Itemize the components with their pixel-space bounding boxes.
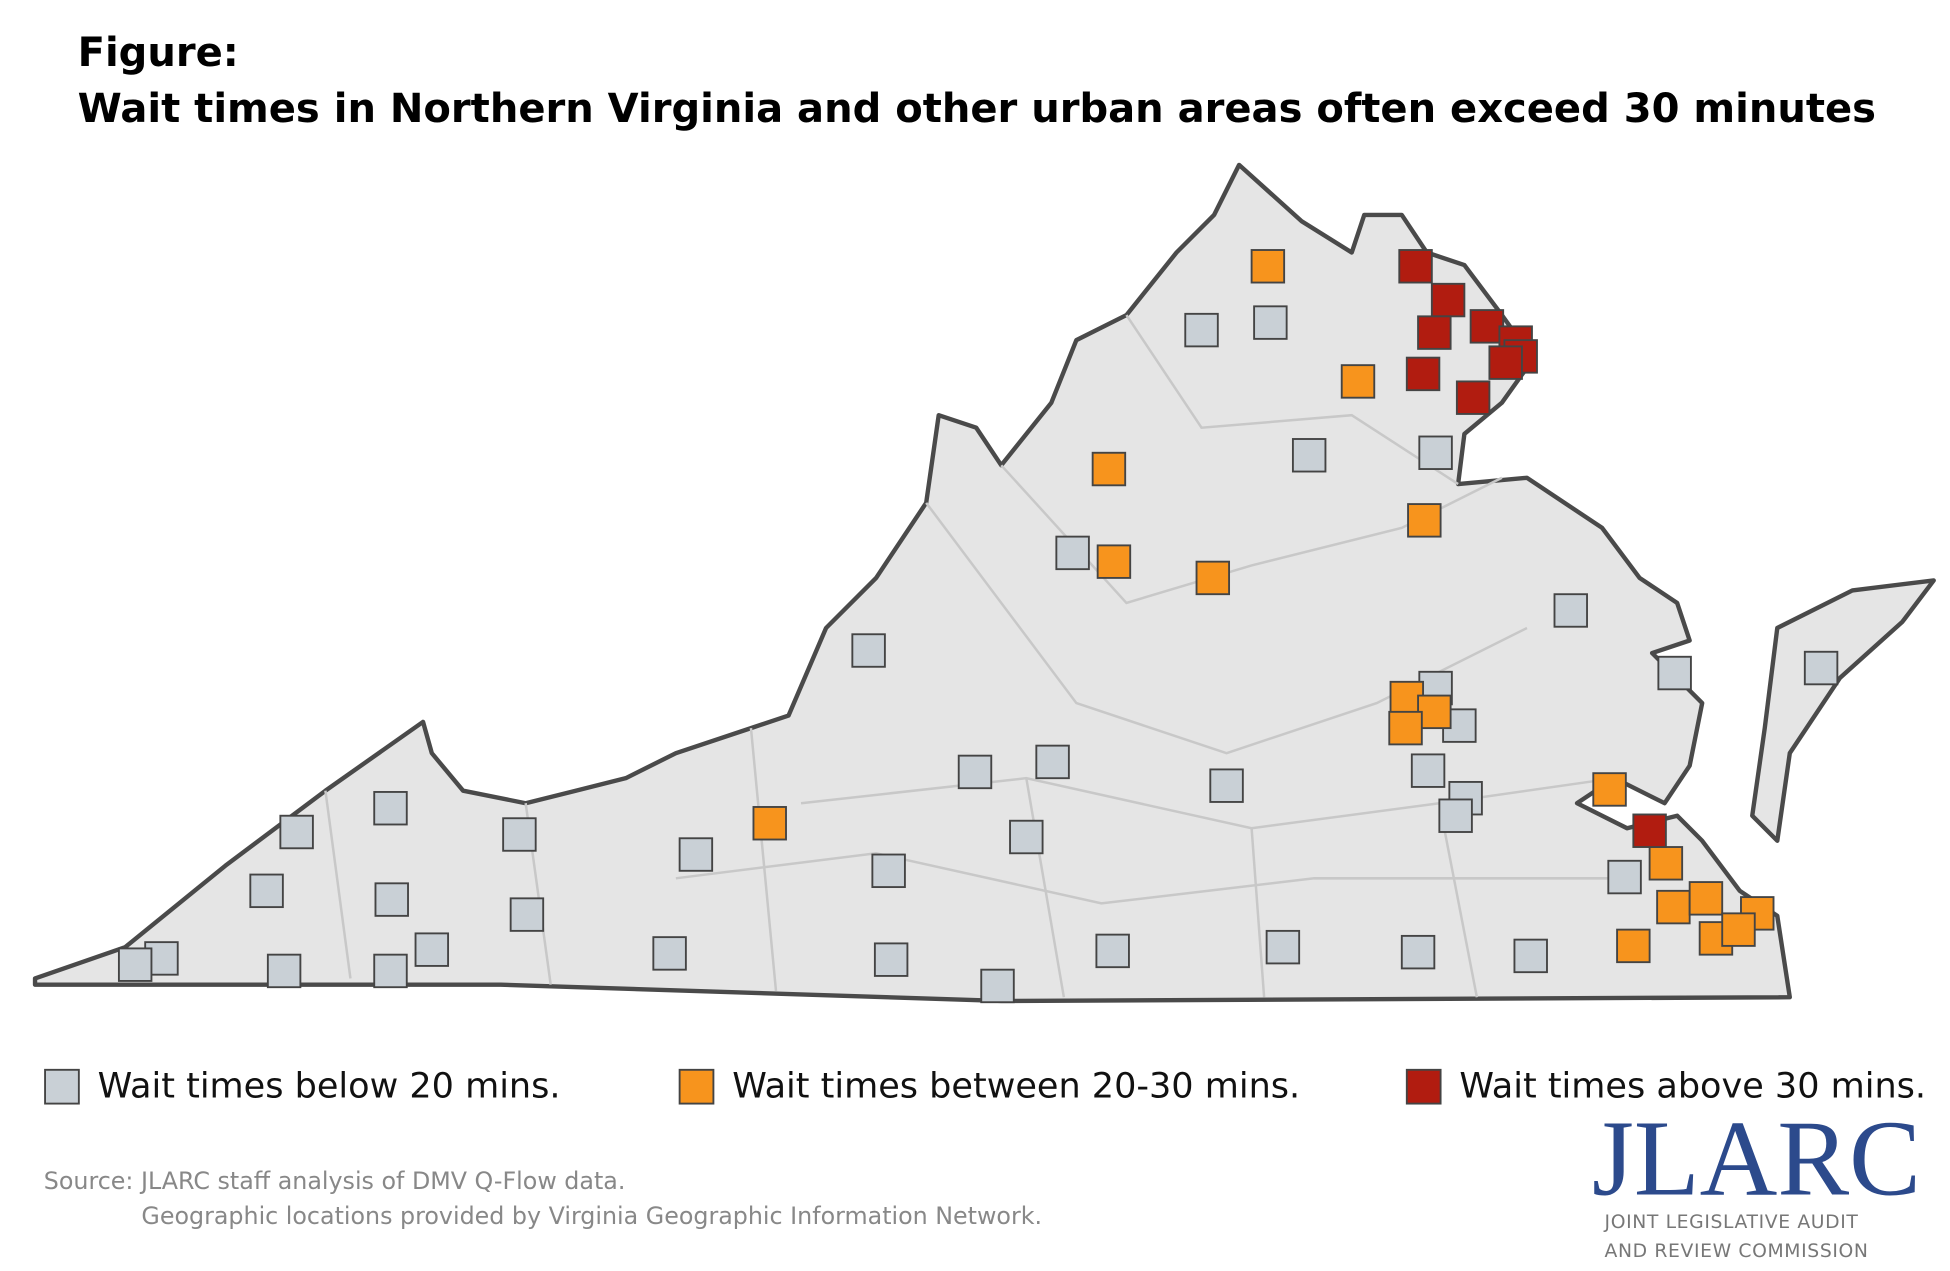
legend-swatch (678, 1068, 715, 1105)
legend-swatch (44, 1068, 80, 1105)
office-marker (1592, 772, 1627, 807)
office-marker (1184, 312, 1219, 348)
legend-label: Wait times above 30 mins. (1459, 1065, 1926, 1106)
eastern-shore (1750, 578, 1936, 843)
logo-subtitle: JOINT LEGISLATIVE AUDIT (1604, 1212, 1859, 1233)
office-marker (1648, 846, 1684, 881)
virginia-outline (32, 162, 1792, 1004)
office-marker (1265, 929, 1301, 965)
office-marker (1096, 544, 1132, 579)
office-marker (1091, 451, 1127, 487)
office-marker (1095, 933, 1130, 969)
office-marker (1418, 435, 1453, 470)
source-note: Geographic locations provided by Virgini… (141, 1202, 1042, 1230)
office-marker (502, 817, 537, 852)
office-marker (414, 932, 450, 967)
office-marker (1035, 744, 1070, 780)
office-marker (1407, 503, 1442, 538)
office-marker (1455, 380, 1491, 415)
legend-label: Wait times between 20-30 mins. (732, 1065, 1300, 1106)
office-marker (1209, 768, 1244, 803)
office-marker (980, 968, 1015, 1004)
office-marker (1656, 889, 1691, 925)
county-lines (324, 314, 1628, 998)
office-marker (1417, 315, 1452, 350)
office-marker (1688, 881, 1724, 916)
office-marker (1195, 560, 1231, 596)
office-marker (266, 953, 302, 989)
office-marker (374, 882, 409, 917)
office-marker (1009, 819, 1044, 855)
office-marker (1430, 282, 1466, 318)
office-marker (1405, 356, 1441, 392)
office-marker (1438, 798, 1473, 833)
office-marker (279, 814, 314, 850)
office-marker (1721, 912, 1756, 947)
office-marker (678, 837, 714, 872)
office-marker (1388, 710, 1423, 746)
logo-name: JLARC (1592, 1100, 1921, 1219)
office-marker (1400, 934, 1436, 970)
office-marker (652, 936, 687, 971)
office-marker (117, 947, 153, 982)
office-marker (1253, 305, 1288, 340)
office-marker (1488, 345, 1523, 380)
office-marker (373, 953, 408, 989)
office-marker (851, 633, 886, 668)
figure-label: Figure: (78, 30, 239, 76)
office-marker (957, 754, 993, 790)
office-marker (249, 873, 284, 909)
logo-subtitle: AND REVIEW COMMISSION (1605, 1241, 1869, 1262)
office-marker (1607, 859, 1642, 895)
office-marker (1657, 655, 1692, 691)
office-marker (873, 942, 909, 977)
office-marker (1616, 928, 1651, 964)
office-marker (1410, 753, 1446, 788)
office-marker (1055, 535, 1090, 571)
office-marker (1803, 650, 1839, 686)
office-marker (509, 897, 545, 932)
office-marker (373, 791, 408, 826)
office-marker (1553, 593, 1588, 628)
office-marker (1398, 249, 1433, 284)
legend: Wait times below 20 mins. Wait times betw… (44, 1065, 1926, 1106)
office-marker (1469, 309, 1505, 344)
legend-swatch (1405, 1068, 1442, 1105)
office-marker (752, 806, 787, 841)
office-marker (1340, 364, 1376, 399)
figure-title: Wait times in Northern Virginia and othe… (78, 86, 1876, 132)
office-marker (871, 853, 906, 889)
office-marker (1291, 438, 1327, 473)
office-marker (1513, 938, 1548, 974)
office-marker (1632, 813, 1667, 848)
source-note: Source: JLARC staff analysis of DMV Q-Fl… (44, 1167, 626, 1195)
office-marker (1250, 249, 1286, 284)
legend-label: Wait times below 20 mins. (98, 1065, 561, 1106)
office-markers (117, 249, 1839, 1004)
office-marker (1417, 694, 1452, 730)
